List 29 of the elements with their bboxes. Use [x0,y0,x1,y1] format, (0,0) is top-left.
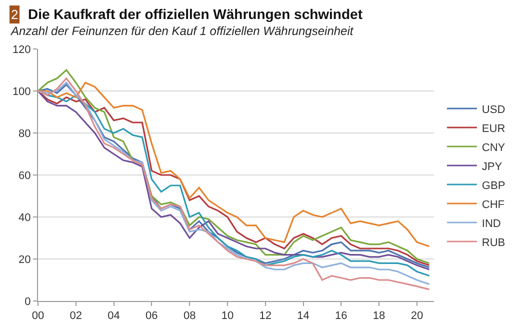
x-tick-label: 04 [108,310,120,322]
x-tick-label: 14 [297,310,310,322]
y-tick-label: 0 [24,296,31,308]
legend-label: JPY [482,160,503,173]
x-tick-label: 02 [70,310,82,322]
legend-label: RUB [482,236,506,249]
legend-label: EUR [482,122,506,135]
x-tick-label: 12 [259,310,272,322]
y-tick-label: 40 [18,212,31,224]
chart-subtitle: Anzahl der Feinunzen für den Kauf 1 offiziellen Währungseinheit [10,24,354,38]
y-tick-label: 60 [18,170,31,182]
x-tick-label: 00 [32,310,44,322]
x-tick-label: 06 [146,310,158,322]
y-tick-label: 100 [12,86,31,98]
legend-label: USD [482,104,506,116]
x-tick-label: 10 [221,310,234,322]
x-tick-label: 16 [335,310,348,322]
legend-label: CHF [482,198,505,211]
y-tick-label: 20 [18,254,31,266]
chart-title: Die Kaufkraft der offiziellen Währungen schwindet [28,6,363,22]
x-tick-label: 18 [372,310,386,322]
y-tick-label: 120 [12,44,31,56]
y-tick-label: 80 [18,128,31,140]
legend-label: IND [482,218,501,230]
text: 2 [11,7,18,22]
x-tick-label: 20 [410,310,424,322]
legend-label: GBP [482,180,506,192]
legend-label: CNY [482,142,506,154]
x-tick-label: 08 [183,310,196,322]
